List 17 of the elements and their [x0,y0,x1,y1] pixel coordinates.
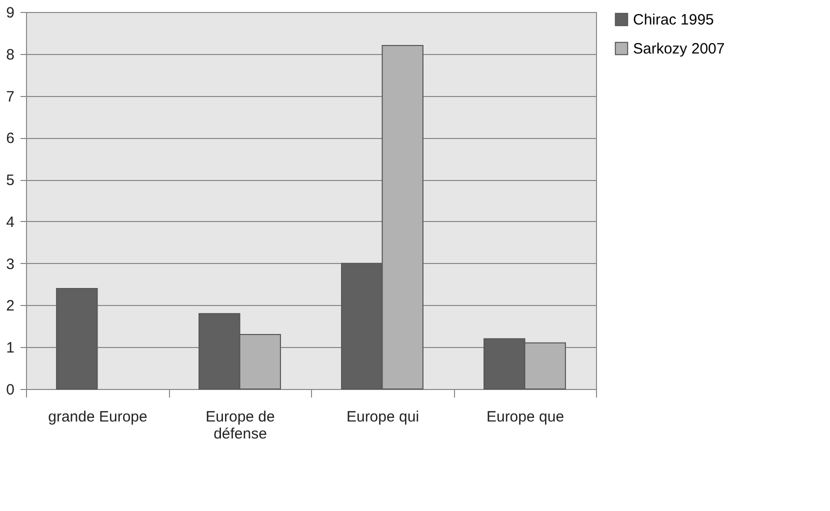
x-tick-label: grande Europe [48,408,148,426]
x-tick-label: Europe qui [346,408,420,426]
y-tick-label: 7 [6,88,14,106]
y-tick-label: 9 [6,4,14,22]
legend-label: Chirac 1995 [633,12,714,28]
y-tick-label: 5 [6,172,14,190]
y-tick-label: 4 [6,214,14,231]
y-tick-label: 2 [6,298,14,315]
y-tick-label: 6 [6,130,14,148]
x-tick-label: Europe de défense [206,408,275,442]
bar [56,288,98,390]
y-tick-label: 1 [6,340,14,357]
y-tick-label: 8 [6,46,14,64]
legend-label: Sarkozy 2007 [633,40,725,58]
y-tick-label: 0 [6,382,14,398]
x-tick-label: Europe que [486,408,564,426]
y-tick-label: 3 [6,256,14,273]
